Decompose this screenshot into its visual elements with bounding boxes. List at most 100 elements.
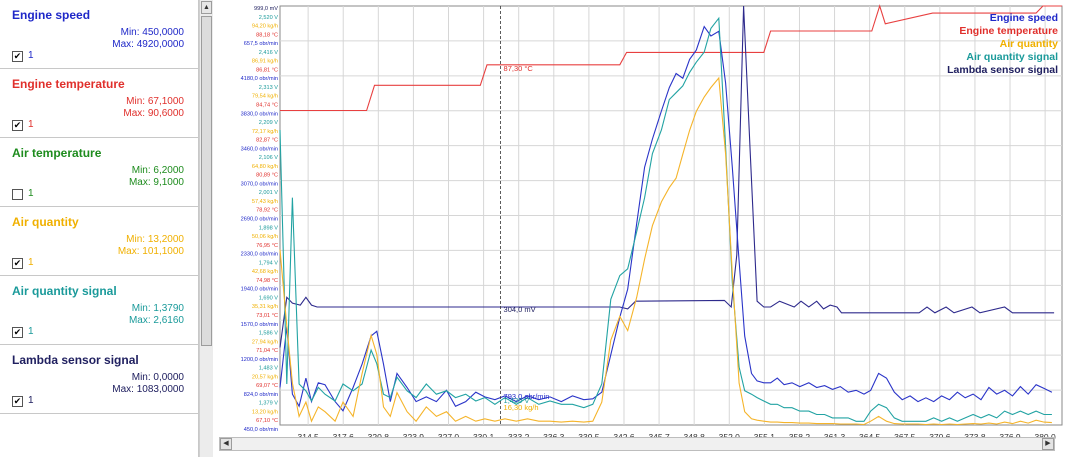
- signal-count: 1: [28, 50, 34, 61]
- signal-name: Air quantity signal: [12, 284, 117, 298]
- signal-min: Min: 13,2000: [126, 234, 184, 245]
- signal-panel: Air quantity Min: 13,2000 Max: 101,1000 ✔ 1: [0, 207, 198, 276]
- signal-panel: Air temperature Min: 6,2000 Max: 9,1000 1: [0, 138, 198, 207]
- y-axis-label: 80,89 °C: [256, 173, 278, 179]
- y-axis-label: 4180,0 obr/min: [241, 76, 278, 82]
- legend-entry: Lambda sensor signal: [947, 64, 1058, 76]
- y-axis-label: 2330,0 obr/min: [241, 252, 278, 258]
- y-axis-label: 999,0 mV: [254, 6, 278, 12]
- y-axis-label: 57,43 kg/h: [252, 199, 278, 205]
- y-axis-label: 2690,0 obr/min: [241, 217, 278, 223]
- series-line: [279, 76, 1052, 426]
- vertical-scrollbar[interactable]: ▲: [199, 0, 213, 457]
- legend-entry: Air quantity: [1000, 38, 1058, 50]
- signal-name: Engine speed: [12, 8, 91, 22]
- signal-min: Min: 450,0000: [120, 27, 184, 38]
- line-chart: 314,5317,6320,8323,9327,0330,1333,2336,3…: [241, 4, 1063, 442]
- y-axis-label: 76,95 °C: [256, 243, 278, 249]
- y-axis-label: 64,80 kg/h: [252, 164, 278, 170]
- horizontal-scrollbar[interactable]: ◀ ▶: [219, 437, 1055, 451]
- series-line: [280, 4, 1062, 112]
- y-axis-label: 84,74 °C: [256, 102, 278, 108]
- y-axis-label: 79,54 kg/h: [252, 94, 278, 100]
- y-axis-label: 1,690 V: [259, 295, 279, 301]
- signal-panel: Lambda sensor signal Min: 0,0000 Max: 1083…: [0, 345, 198, 414]
- y-axis-label: 2,313 V: [259, 85, 279, 91]
- y-axis-label: 67,10 °C: [256, 418, 278, 424]
- y-axis-label: 88,18 °C: [256, 32, 278, 38]
- y-axis-label: 27,94 kg/h: [252, 339, 278, 345]
- y-axis-label: 1200,0 obr/min: [241, 357, 278, 363]
- y-axis-label: 71,04 °C: [256, 348, 278, 354]
- signal-max: Max: 90,6000: [123, 108, 184, 119]
- y-axis-label: 3460,0 obr/min: [241, 146, 278, 152]
- signal-name: Lambda sensor signal: [12, 353, 139, 367]
- y-axis-label: 42,68 kg/h: [252, 269, 278, 275]
- y-axis-label: 824,0 obr/min: [244, 392, 278, 398]
- y-axis-label: 1,586 V: [259, 331, 279, 337]
- legend-entry: Engine temperature: [959, 25, 1058, 37]
- chart-area: 314,5317,6320,8323,9327,0330,1333,2336,3…: [214, 0, 1074, 457]
- y-axis-label: 72,17 kg/h: [252, 129, 278, 135]
- y-axis-label: 1,379 V: [259, 401, 279, 407]
- scroll-thumb[interactable]: [201, 16, 212, 346]
- y-axis-label: 3070,0 obr/min: [241, 181, 278, 187]
- signal-panel: Engine temperature Min: 67,1000 Max: 90,60…: [0, 69, 198, 138]
- y-axis-label: 450,0 obr/min: [244, 427, 278, 433]
- scroll-up-arrow-icon[interactable]: ▲: [201, 1, 212, 14]
- series-line: [279, 16, 1052, 422]
- signal-panel: Air quantity signal Min: 1,3790 Max: 2,616…: [0, 276, 198, 345]
- signal-max: Max: 1083,0000: [112, 384, 184, 395]
- y-axis-label: 94,20 kg/h: [252, 24, 278, 30]
- y-axis-label: 2,001 V: [259, 190, 279, 196]
- cursor-value-label: 304,0 mV: [504, 305, 536, 314]
- signal-count: 1: [28, 119, 34, 130]
- y-axis-label: 20,57 kg/h: [252, 374, 278, 380]
- cursor-value-label: 87,30 °C: [504, 64, 534, 73]
- signal-checkbox[interactable]: ✔: [12, 51, 23, 62]
- signal-name: Air temperature: [12, 146, 102, 160]
- signal-checkbox[interactable]: ✔: [12, 327, 23, 338]
- y-axis-label: 1570,0 obr/min: [241, 322, 278, 328]
- y-axis-label: 3830,0 obr/min: [241, 111, 278, 117]
- legend-entry: Engine speed: [990, 12, 1058, 24]
- y-axis-label: 1940,0 obr/min: [241, 287, 278, 293]
- signal-panel: Engine speed Min: 450,0000 Max: 4920,0000 ✔…: [0, 0, 198, 69]
- signal-checkbox[interactable]: ✔: [12, 258, 23, 269]
- signal-min: Min: 67,1000: [126, 96, 184, 107]
- y-axis-label: 50,06 kg/h: [252, 234, 278, 240]
- scroll-left-arrow-icon[interactable]: ◀: [220, 438, 232, 450]
- y-axis-label: 2,106 V: [259, 155, 279, 161]
- signal-count: 1: [28, 257, 34, 268]
- signal-checkbox[interactable]: ✔: [12, 396, 23, 407]
- signal-max: Max: 9,1000: [128, 177, 184, 188]
- scroll-right-arrow-icon[interactable]: ▶: [1042, 438, 1054, 450]
- signal-count: 1: [28, 326, 34, 337]
- signal-checkbox[interactable]: ✔: [12, 120, 23, 131]
- signal-max: Max: 101,1000: [117, 246, 184, 257]
- y-axis-label: 657,5 obr/min: [244, 41, 278, 47]
- y-axis-label: 1,483 V: [259, 366, 279, 372]
- y-axis-label: 74,98 °C: [256, 278, 278, 284]
- y-axis-label: 69,07 °C: [256, 383, 278, 389]
- y-axis-label: 1,794 V: [259, 260, 279, 266]
- y-axis-label: 2,416 V: [259, 50, 279, 56]
- legend-entry: Air quantity signal: [966, 51, 1058, 63]
- signal-name: Air quantity: [12, 215, 79, 229]
- cursor-value-label: 16,30 kg/h: [504, 403, 539, 412]
- y-axis-label: 1,898 V: [259, 225, 279, 231]
- y-axis-label: 86,81 °C: [256, 67, 278, 73]
- signal-checkbox[interactable]: [12, 189, 23, 200]
- y-axis-label: 78,92 °C: [256, 208, 278, 214]
- y-axis-label: 86,91 kg/h: [252, 59, 278, 65]
- signal-max: Max: 4920,0000: [112, 39, 184, 50]
- signal-max: Max: 2,6160: [128, 315, 184, 326]
- signal-count: 1: [28, 395, 34, 406]
- y-axis-label: 13,20 kg/h: [252, 409, 278, 415]
- signal-min: Min: 6,2000: [131, 165, 184, 176]
- y-axis-label: 35,31 kg/h: [252, 304, 278, 310]
- signal-min: Min: 0,0000: [131, 372, 184, 383]
- series-line: [279, 25, 1053, 412]
- signal-name: Engine temperature: [12, 77, 125, 91]
- signal-min: Min: 1,3790: [131, 303, 184, 314]
